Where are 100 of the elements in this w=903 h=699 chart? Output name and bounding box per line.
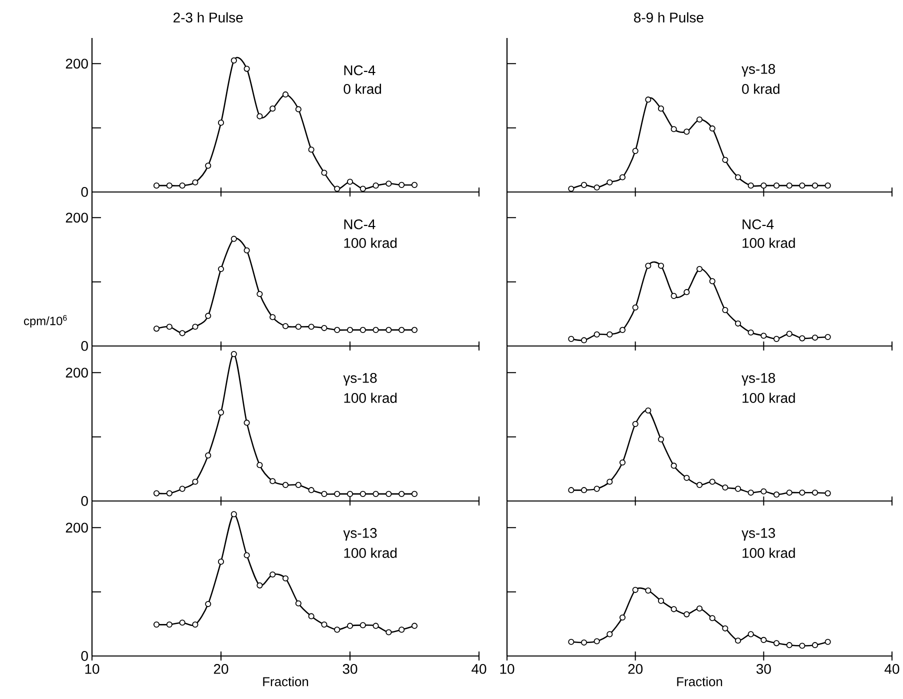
point: [786, 642, 792, 648]
point: [398, 326, 405, 333]
point: [670, 462, 677, 469]
point: [270, 314, 276, 320]
point: [346, 490, 354, 497]
point: [580, 337, 588, 344]
point: [658, 598, 664, 604]
point: [411, 326, 418, 333]
point: [398, 626, 405, 633]
x-tick-label: 20: [628, 664, 643, 674]
y-tick-label: 200: [66, 58, 88, 69]
point: [295, 600, 302, 606]
point: [580, 487, 588, 494]
point: [696, 482, 703, 488]
point: [321, 490, 328, 497]
point: [321, 324, 328, 332]
point: [684, 128, 690, 135]
point: [594, 638, 600, 644]
point: [619, 459, 626, 466]
point: [645, 262, 652, 269]
chart-title: 2-3 h Pulse: [174, 12, 243, 22]
point: [734, 638, 742, 644]
point: [568, 186, 574, 192]
x-tick-label: 40: [472, 664, 486, 674]
point: [760, 488, 767, 494]
point: [580, 639, 588, 646]
point: [812, 334, 818, 341]
point: [696, 605, 703, 612]
annotation: 0 krad: [742, 84, 780, 94]
point: [256, 462, 263, 468]
annotation: 100 krad: [344, 548, 397, 558]
x-tick-label: 20: [214, 664, 228, 674]
point: [205, 162, 212, 169]
point: [270, 571, 276, 578]
point: [748, 490, 754, 496]
point: [632, 420, 638, 428]
point: [760, 636, 767, 643]
point: [153, 622, 160, 628]
point: [722, 484, 728, 491]
point: [722, 307, 728, 314]
point: [734, 486, 742, 492]
point: [606, 331, 613, 338]
point: [670, 606, 677, 612]
y-tick-label: 0: [81, 651, 88, 661]
annotation: 100 krad: [742, 392, 795, 403]
x-tick-label: 10: [85, 664, 100, 674]
point: [230, 351, 237, 358]
y-tick-label: 200: [66, 368, 88, 378]
point: [696, 266, 703, 272]
annotation: NC-4: [344, 65, 376, 76]
point: [218, 120, 224, 126]
annotation: γs-18: [343, 373, 377, 386]
point: [658, 262, 664, 269]
annotation: 100 krad: [742, 238, 795, 248]
annotation: 100 krad: [344, 392, 397, 403]
point: [398, 490, 405, 497]
point: [696, 116, 703, 123]
point: [256, 290, 263, 298]
point: [799, 182, 806, 189]
point: [684, 474, 690, 481]
point: [799, 642, 806, 649]
point: [321, 622, 328, 628]
point: [812, 642, 818, 648]
point: [824, 638, 831, 645]
point: [192, 179, 198, 186]
point: [658, 106, 664, 112]
y-tick-label: 0: [81, 341, 88, 351]
point: [230, 236, 237, 242]
point: [244, 66, 250, 72]
point: [748, 329, 754, 336]
point: [799, 490, 806, 496]
point: [748, 631, 754, 638]
point: [386, 326, 392, 333]
point: [645, 96, 652, 103]
point: [748, 182, 754, 189]
point: [786, 330, 792, 337]
point: [179, 486, 186, 492]
y-tick-label: 200: [66, 522, 88, 533]
point: [334, 490, 340, 497]
point: [295, 324, 302, 330]
annotation: γs-13: [343, 528, 377, 541]
point: [372, 326, 379, 333]
point: [372, 182, 379, 189]
point: [594, 486, 600, 492]
point: [645, 407, 652, 414]
point: [282, 575, 289, 582]
point: [684, 289, 690, 296]
y-tick-label: 0: [81, 496, 88, 506]
point: [411, 182, 418, 188]
point: [632, 148, 638, 154]
point: [308, 613, 314, 620]
point: [205, 600, 212, 608]
point: [218, 558, 224, 565]
point: [773, 336, 780, 342]
point: [619, 174, 626, 180]
point: [166, 182, 172, 189]
point: [230, 511, 237, 518]
point: [360, 622, 366, 628]
x-tick-label: 10: [500, 664, 514, 674]
point: [386, 629, 392, 636]
